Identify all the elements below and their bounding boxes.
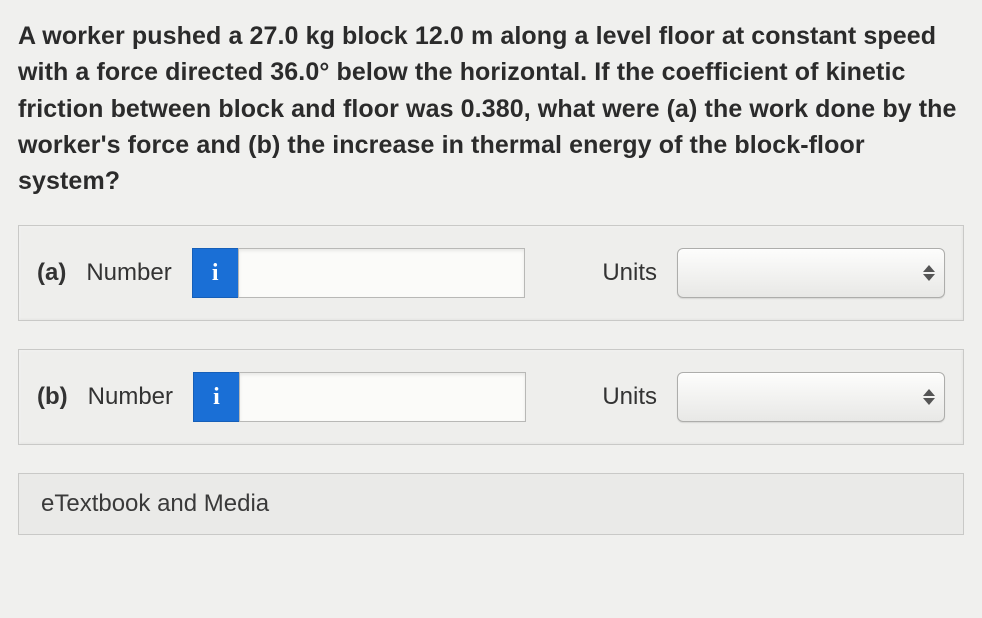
- answer-row-b: (b) Number i Units: [18, 349, 964, 445]
- units-select-wrap-a: [677, 248, 945, 298]
- answer-row-a: (a) Number i Units: [18, 225, 964, 321]
- part-label-b: (b): [37, 383, 68, 411]
- units-select-b[interactable]: [677, 372, 945, 422]
- units-label-a: Units: [602, 259, 657, 287]
- number-input-b[interactable]: [239, 372, 526, 422]
- number-input-group-b: i: [193, 372, 526, 422]
- etextbook-and-media-button[interactable]: eTextbook and Media: [18, 473, 964, 535]
- number-label-a: Number: [86, 259, 171, 287]
- question-text: A worker pushed a 27.0 kg block 12.0 m a…: [18, 18, 964, 199]
- info-icon[interactable]: i: [193, 372, 239, 422]
- info-icon[interactable]: i: [192, 248, 238, 298]
- units-label-b: Units: [602, 383, 657, 411]
- number-input-a[interactable]: [238, 248, 525, 298]
- number-input-group-a: i: [192, 248, 525, 298]
- number-label-b: Number: [88, 383, 173, 411]
- part-label-a: (a): [37, 259, 66, 287]
- units-select-a[interactable]: [677, 248, 945, 298]
- units-select-wrap-b: [677, 372, 945, 422]
